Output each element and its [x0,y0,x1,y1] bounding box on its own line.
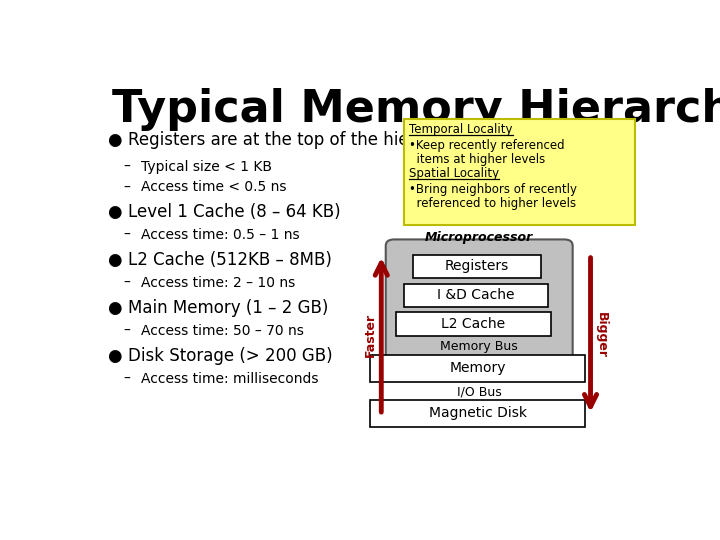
Text: Registers are at the top of the hierarchy: Registers are at the top of the hierarch… [128,131,462,149]
Text: –: – [124,180,130,194]
Text: Bigger: Bigger [595,312,608,358]
Text: ●: ● [107,204,121,221]
FancyBboxPatch shape [404,119,635,225]
Text: Access time < 0.5 ns: Access time < 0.5 ns [141,180,287,194]
Text: Typical size < 1 KB: Typical size < 1 KB [141,160,272,174]
Text: Disk Storage (> 200 GB): Disk Storage (> 200 GB) [128,347,333,365]
Text: ●: ● [107,131,121,149]
Text: ●: ● [107,251,121,269]
Text: Level 1 Cache (8 – 64 KB): Level 1 Cache (8 – 64 KB) [128,204,341,221]
Text: •Keep recently referenced: •Keep recently referenced [409,139,564,152]
FancyBboxPatch shape [386,239,572,377]
Text: •Bring neighbors of recently: •Bring neighbors of recently [409,183,577,196]
Bar [413,255,541,278]
Text: I &D Cache: I &D Cache [437,288,514,302]
Text: items at higher levels: items at higher levels [409,153,546,166]
Text: Faster: Faster [364,313,377,357]
Text: Temporal Locality: Temporal Locality [409,123,513,136]
Text: Registers: Registers [444,259,509,273]
Text: Microprocessor: Microprocessor [425,231,534,244]
Text: I/O Bus: I/O Bus [456,386,501,399]
Text: Typical Memory Hierarchy: Typical Memory Hierarchy [112,87,720,131]
Text: –: – [124,276,130,290]
Text: Spatial Locality: Spatial Locality [409,167,499,180]
Text: L2 Cache (512KB – 8MB): L2 Cache (512KB – 8MB) [128,251,332,269]
Bar [370,400,585,427]
Text: –: – [124,228,130,242]
Text: ●: ● [107,299,121,317]
Text: Access time: milliseconds: Access time: milliseconds [141,372,319,386]
Text: Memory Bus: Memory Bus [440,340,518,353]
Text: L2 Cache: L2 Cache [441,317,505,331]
Text: –: – [124,372,130,386]
Text: referenced to higher levels: referenced to higher levels [409,197,576,210]
Text: –: – [124,324,130,338]
Bar [404,284,547,307]
Text: Access time: 0.5 – 1 ns: Access time: 0.5 – 1 ns [141,228,300,242]
Bar [396,312,551,336]
Text: Memory: Memory [449,361,505,375]
Text: Access time: 2 – 10 ns: Access time: 2 – 10 ns [141,276,296,290]
Bar [370,355,585,382]
Text: Main Memory (1 – 2 GB): Main Memory (1 – 2 GB) [128,299,328,317]
Text: –: – [124,160,130,174]
Text: ●: ● [107,347,121,365]
Text: Access time: 50 – 70 ns: Access time: 50 – 70 ns [141,324,305,338]
Text: Magnetic Disk: Magnetic Disk [428,406,526,420]
